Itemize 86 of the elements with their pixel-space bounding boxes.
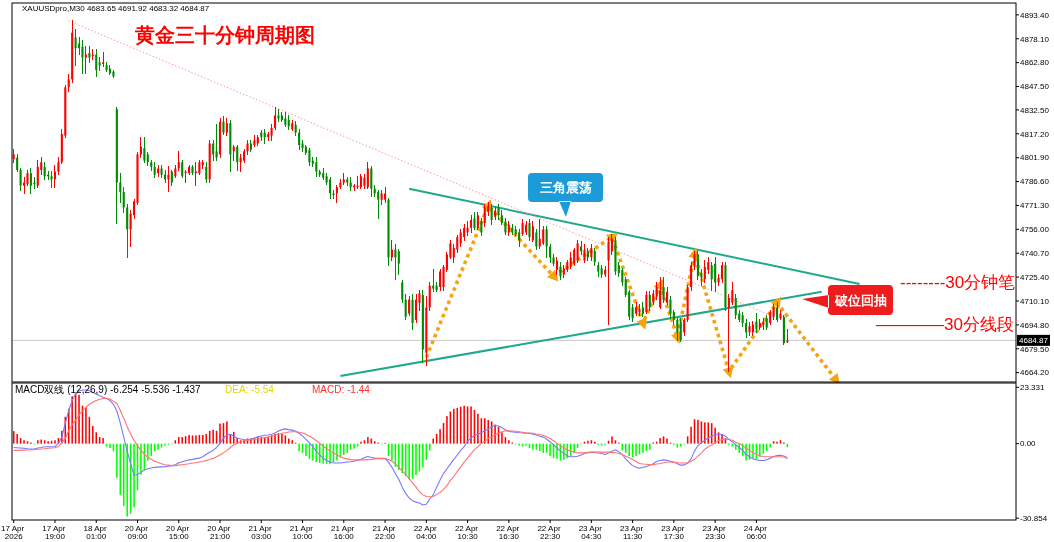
- x-tick-label: 22 Apr 10:30: [454, 523, 481, 541]
- candlestick: [710, 261, 713, 292]
- candlestick: [545, 225, 548, 259]
- candlestick: [119, 172, 122, 204]
- x-tick-label: 24 Apr 06:00: [743, 523, 770, 541]
- candlestick: [734, 293, 737, 320]
- ref-line-label: 4684.87: [1019, 336, 1049, 346]
- x-tick-label: 17 Apr 2026: [1, 523, 27, 541]
- candlestick: [74, 28, 77, 67]
- x-tick-label: 23 Apr 17:30: [661, 523, 687, 541]
- x-tick-label: 22 Apr 04:00: [413, 523, 439, 541]
- candlestick: [483, 203, 486, 228]
- x-tick-label: 21 Apr 10:00: [289, 523, 316, 541]
- y-tick-label: 23.331: [1020, 383, 1046, 393]
- point: [722, 366, 734, 379]
- candlestick: [414, 293, 418, 324]
- x-tick-label: 22 Apr 22:30: [537, 523, 563, 541]
- candlestick: [126, 203, 129, 259]
- annotation: 三角震荡: [539, 180, 592, 195]
- point: [636, 317, 647, 330]
- candlestick: [576, 239, 579, 264]
- y-tick-label: 4893.40: [1020, 10, 1050, 20]
- x-tick-label: 20 Apr 21:00: [207, 523, 233, 541]
- annotation: ————30分线段: [876, 315, 1014, 334]
- x-tick-label: 18 Apr 01:00: [83, 523, 109, 541]
- annotation: DEA: -5.54: [225, 384, 275, 395]
- y-tick-label: 4756.00: [1020, 225, 1050, 235]
- y-tick-label: 4740.70: [1020, 249, 1050, 259]
- candlestick: [411, 293, 414, 331]
- x-tick-label: 20 Apr 15:00: [166, 523, 192, 541]
- candlestick: [538, 218, 541, 250]
- y-tick-label: 4710.10: [1020, 296, 1050, 306]
- annotation: 破位回抽: [833, 293, 887, 308]
- y-tick-label: 4847.50: [1020, 82, 1050, 92]
- y-tick-label: 0.00: [1020, 439, 1037, 449]
- annotation: XAUUSDpro,M30 4683.65 4691.92 4683.32 4684.87: [22, 4, 210, 13]
- y-tick-label: 4725.40: [1020, 272, 1050, 282]
- y-tick-label: 4786.60: [1020, 177, 1050, 187]
- y-tick-label: 4817.20: [1020, 129, 1050, 139]
- x-tick-label: 21 Apr 22:00: [372, 523, 398, 541]
- candlestick: [404, 293, 407, 321]
- candlestick: [143, 136, 146, 164]
- candlestick: [19, 167, 22, 192]
- candlestick: [535, 228, 538, 251]
- candlestick: [122, 186, 125, 214]
- x-tick-label: 23 Apr 11:30: [619, 523, 646, 541]
- annotation: MACD双线 (12,26,9) -6.254 -5.536 -1.437: [15, 384, 202, 395]
- point: [547, 269, 559, 282]
- y-tick-label: 4694.80: [1020, 320, 1050, 330]
- candlestick: [679, 317, 682, 343]
- candlestick: [662, 276, 665, 304]
- candlestick: [720, 261, 724, 284]
- y-tick-label: 4862.80: [1020, 58, 1050, 68]
- y-tick-label: 4801.90: [1020, 153, 1050, 163]
- candlestick: [408, 295, 411, 317]
- y-tick-label: 4878.10: [1020, 34, 1050, 44]
- candlestick: [81, 39, 84, 75]
- candlestick: [542, 225, 545, 246]
- candlestick: [659, 276, 662, 310]
- candlestick: [36, 159, 39, 189]
- candlestick: [212, 139, 215, 162]
- candlestick: [696, 250, 700, 281]
- candlestick: [439, 268, 442, 292]
- x-tick-label: 21 Apr 03:00: [248, 523, 274, 541]
- candlestick: [397, 248, 400, 276]
- x-tick-label: 23 Apr 23:30: [702, 523, 728, 541]
- x-tick-label: 20 Apr 09:00: [124, 523, 151, 541]
- x-tick-label: 23 Apr 04:30: [578, 523, 605, 541]
- annotation: --------30分钟笔: [900, 273, 1016, 292]
- y-tick-label: -30.854: [1020, 514, 1048, 523]
- candlestick: [177, 150, 180, 172]
- candlestick: [731, 281, 734, 306]
- x-tick-label: 22 Apr 16:30: [496, 523, 522, 541]
- text: 黄金三十分钟周期图: [134, 24, 315, 46]
- candlestick: [645, 290, 648, 315]
- annotation: MACD: -1.44: [312, 384, 371, 395]
- x-tick-label: 21 Apr 16:00: [331, 523, 357, 541]
- candlestick: [215, 123, 218, 162]
- y-tick-label: 4771.30: [1020, 201, 1050, 211]
- candlestick: [401, 279, 404, 304]
- y-tick-label: 4679.50: [1020, 344, 1050, 354]
- candlestick: [531, 220, 534, 243]
- candlestick: [727, 293, 730, 373]
- y-tick-label: 4664.20: [1020, 368, 1050, 378]
- x-tick-label: 17 Apr 19:00: [42, 523, 68, 541]
- y-tick-label: 4832.50: [1020, 105, 1050, 115]
